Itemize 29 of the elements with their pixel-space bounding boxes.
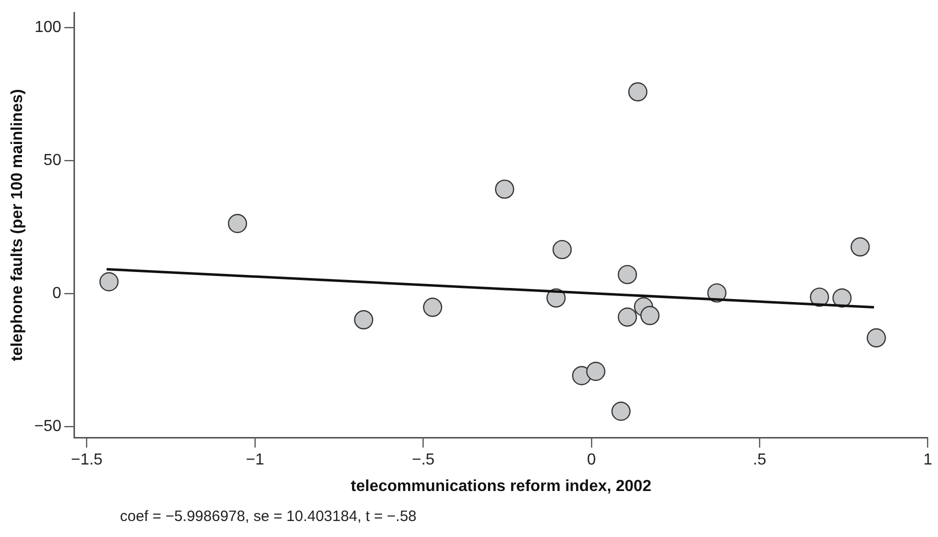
point	[586, 362, 606, 381]
point	[611, 402, 631, 421]
point	[810, 288, 830, 307]
text: coef = −5.9986978, se = 10.403184, t = −.58	[120, 508, 416, 525]
x-tick-label: −1.5	[70, 452, 103, 469]
y-tick-label: 100	[34, 18, 62, 36]
y-tick-label: 0	[52, 284, 62, 302]
x-tick-label: .5	[752, 452, 766, 469]
point	[99, 272, 119, 292]
point	[618, 264, 637, 284]
point	[423, 298, 442, 317]
x-tick-label: 0	[586, 452, 596, 469]
point	[850, 237, 870, 257]
y-tick-label: −50	[34, 418, 62, 435]
point	[832, 288, 852, 308]
point	[640, 306, 660, 326]
x-tick-label: −.5	[412, 452, 435, 469]
point	[495, 180, 514, 199]
point	[228, 214, 248, 234]
point	[618, 308, 637, 327]
point	[552, 240, 572, 260]
y-tick-label: 50	[44, 152, 62, 169]
x-axis-title: telecommunications reform index, 2002	[350, 478, 652, 495]
x-tick-label: 1	[923, 452, 932, 469]
point	[866, 328, 886, 348]
point	[628, 82, 648, 102]
y-axis-title: telephone faults (per 100 mainlines)	[9, 89, 26, 362]
point	[354, 310, 374, 330]
x-tick-label: −1	[246, 452, 264, 469]
